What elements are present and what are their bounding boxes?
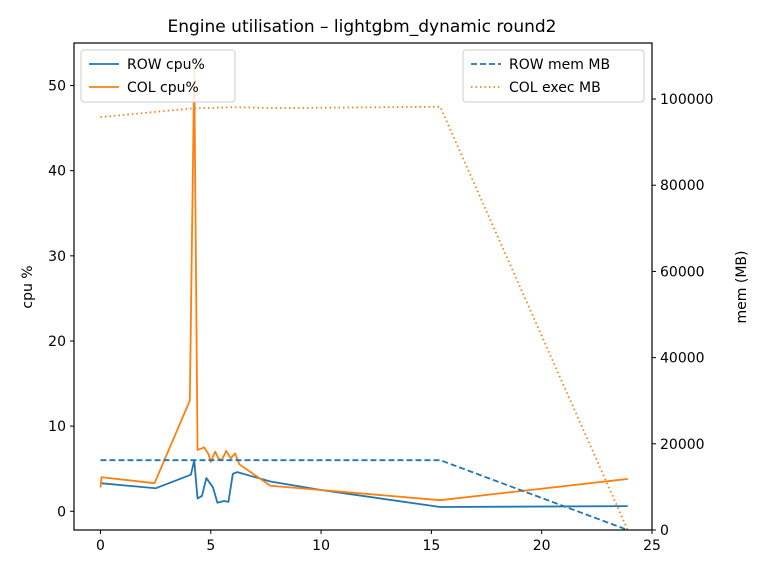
legend-label: COL cpu% bbox=[127, 80, 199, 96]
legend-label: COL exec MB bbox=[509, 80, 601, 96]
y-left-tick-label: 20 bbox=[48, 334, 66, 350]
x-tick-label: 15 bbox=[422, 538, 440, 554]
legend-box bbox=[80, 49, 236, 103]
legend-label: ROW mem MB bbox=[509, 57, 610, 73]
y-left-tick-label: 50 bbox=[48, 79, 66, 95]
y-left-tick-label: 30 bbox=[48, 249, 66, 265]
series-layer bbox=[99, 67, 629, 531]
y-right-tick-label: 20000 bbox=[660, 437, 705, 453]
series-line-col-cpu- bbox=[99, 67, 628, 502]
legend-right: ROW mem MB COL exec MB bbox=[462, 49, 645, 103]
series-line-row-cpu- bbox=[100, 459, 628, 508]
plot-frame bbox=[73, 42, 653, 531]
y-axis-left: 0 10 20 30 40 50 bbox=[48, 79, 74, 520]
y-left-tick-label: 40 bbox=[48, 164, 66, 180]
x-tick-label: 10 bbox=[312, 538, 330, 554]
y-right-tick-label: 40000 bbox=[660, 351, 705, 367]
y-left-tick-label: 10 bbox=[48, 419, 66, 435]
y-axis-right: 0 20000 40000 60000 80000 100000 bbox=[652, 92, 713, 539]
y-right-tick-label: 60000 bbox=[660, 264, 705, 280]
series-line-col-exec-mb bbox=[100, 105, 629, 531]
legend-box bbox=[462, 49, 645, 103]
x-tick-label: 20 bbox=[533, 538, 551, 554]
chart-title: Engine utilisation – lightgbm_dynamic ro… bbox=[168, 17, 557, 37]
x-axis: 0 5 10 15 20 25 bbox=[96, 530, 661, 554]
y-right-tick-label: 0 bbox=[660, 523, 669, 539]
y-axis-right-label: mem (MB) bbox=[734, 251, 750, 324]
y-axis-left-label: cpu % bbox=[20, 265, 36, 308]
series-line-row-mem-mb bbox=[100, 459, 629, 531]
x-tick-label: 5 bbox=[206, 538, 215, 554]
y-left-tick-label: 0 bbox=[57, 504, 66, 520]
legend-left: ROW cpu% COL cpu% bbox=[80, 49, 236, 103]
legend-label: ROW cpu% bbox=[127, 57, 205, 73]
y-right-tick-label: 80000 bbox=[660, 178, 705, 194]
x-tick-label: 25 bbox=[643, 538, 661, 554]
x-tick-label: 0 bbox=[96, 538, 105, 554]
y-right-tick-label: 100000 bbox=[660, 92, 713, 108]
